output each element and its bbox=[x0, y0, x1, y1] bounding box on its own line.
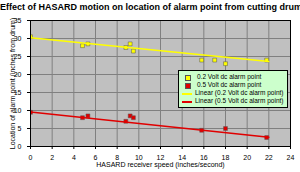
svg-text:16: 16 bbox=[199, 154, 208, 162]
svg-text:20: 20 bbox=[243, 154, 251, 161]
svg-text:8: 8 bbox=[115, 154, 120, 162]
svg-text:30: 30 bbox=[13, 34, 22, 42]
svg-text:10: 10 bbox=[13, 106, 22, 114]
svg-text:0: 0 bbox=[18, 143, 22, 150]
svg-text:24: 24 bbox=[287, 154, 295, 161]
svg-text:5: 5 bbox=[18, 125, 22, 132]
svg-text:35: 35 bbox=[13, 16, 22, 24]
html-text:Linear (0.2 Volt dc alarm poin: Linear (0.2 Volt dc alarm point) bbox=[195, 89, 284, 97]
html-text:0.5 Volt dc alarm point: 0.5 Volt dc alarm point bbox=[197, 81, 262, 89]
svg-text:14: 14 bbox=[178, 154, 187, 162]
svg-text:HASARD receiver speed (inches/: HASARD receiver speed (inches/second) bbox=[96, 161, 224, 169]
svg-text:12: 12 bbox=[156, 154, 165, 162]
svg-text:22: 22 bbox=[265, 154, 273, 161]
html-text:Linear (0.5 Volt dc alarm poin: Linear (0.5 Volt dc alarm point) bbox=[195, 97, 284, 105]
svg-text:18: 18 bbox=[221, 154, 230, 162]
svg-text:10: 10 bbox=[134, 154, 143, 162]
html-text:0.2 Volt dc alarm point: 0.2 Volt dc alarm point bbox=[197, 73, 262, 81]
svg-text:0: 0 bbox=[29, 154, 33, 161]
svg-text:25: 25 bbox=[13, 52, 22, 60]
svg-text:6: 6 bbox=[93, 154, 98, 162]
svg-text:2: 2 bbox=[50, 154, 54, 161]
svg-text:4: 4 bbox=[72, 154, 76, 161]
svg-text:15: 15 bbox=[13, 88, 22, 96]
svg-text:20: 20 bbox=[13, 70, 22, 78]
svg-text:Location of alarm point (inche: Location of alarm point (inches from dru… bbox=[9, 18, 17, 150]
